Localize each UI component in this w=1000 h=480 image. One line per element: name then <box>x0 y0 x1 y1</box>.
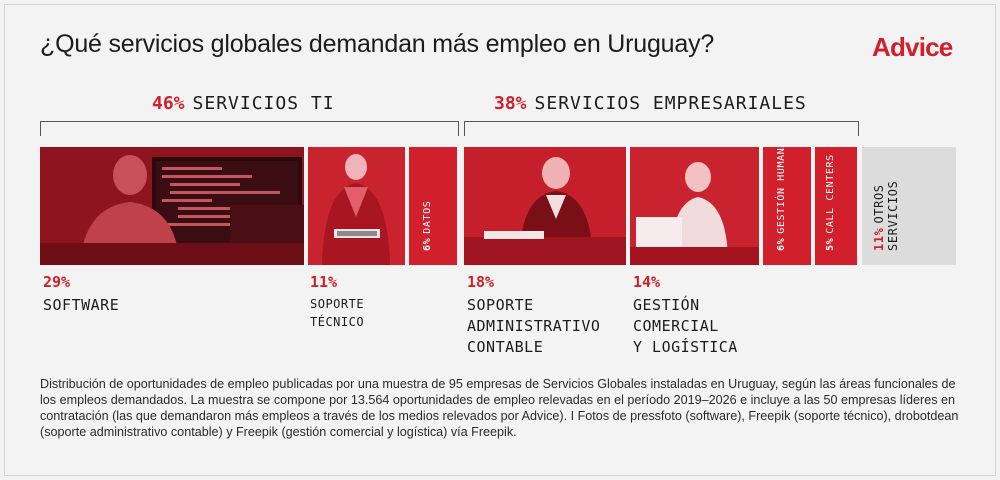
caption-soporte-tecnico: 11% SOPORTE TÉCNICO <box>310 273 364 331</box>
group-pct-empresariales: 38% <box>494 93 527 114</box>
page-title: ¿Qué servicios globales demandan más emp… <box>40 30 715 58</box>
gestion-comercial-pct: 14% <box>633 273 661 291</box>
gestion-humana-pct: 6% <box>776 237 787 251</box>
datos-name: DATOS <box>422 200 433 234</box>
gestion-comercial-name: GESTIÓN COMERCIAL Y LOGÍSTICA <box>633 296 738 356</box>
group-label-ti: 46% SERVICIOS TI <box>152 93 335 115</box>
tile-gestion-comercial <box>630 147 759 265</box>
software-name: SOFTWARE <box>43 296 120 314</box>
tile-soporte-tecnico <box>308 147 405 265</box>
datos-pct: 6% <box>422 237 433 251</box>
soporte-admin-photo-illustration <box>464 147 626 265</box>
soporte-tecnico-photo-illustration <box>308 147 405 265</box>
otros-pct: 11% <box>872 227 886 251</box>
group-label-empresariales: 38% SERVICIOS EMPRESARIALES <box>494 93 807 115</box>
bracket-ti <box>40 121 459 136</box>
tile-datos: 6% DATOS <box>409 147 457 265</box>
tile-gestion-humana: 6% GESTIÓN HUMANA <box>763 147 811 265</box>
tile-soporte-administrativo <box>464 147 626 265</box>
caption-software: 29% SOFTWARE <box>43 273 119 316</box>
footnote: Distribución de oportunidades de empleo … <box>40 377 959 439</box>
caption-soporte-administrativo: 18% SOPORTE ADMINISTRATIVO CONTABLE <box>467 273 600 358</box>
soporte-admin-name: SOPORTE ADMINISTRATIVO CONTABLE <box>467 296 601 356</box>
call-centers-name: CALL CENTERS <box>825 154 836 234</box>
gestion-humana-name: GESTIÓN HUMANA <box>776 147 787 234</box>
tile-otros-servicios: 11%OTROS SERVICIOS <box>862 147 956 265</box>
group-name-empresariales: SERVICIOS EMPRESARIALES <box>534 93 807 114</box>
caption-gestion-comercial: 14% GESTIÓN COMERCIAL Y LOGÍSTICA <box>633 273 738 358</box>
vlabel-otros-servicios: 11%OTROS SERVICIOS <box>872 147 900 251</box>
call-centers-pct: 5% <box>825 237 836 251</box>
vlabel-call-centers: 5% CALL CENTERS <box>825 154 836 251</box>
tile-software <box>40 147 304 265</box>
vlabel-datos: 6% DATOS <box>422 201 433 251</box>
vlabel-gestion-humana: 6% GESTIÓN HUMANA <box>776 147 787 251</box>
advice-logo: Advice <box>872 32 953 62</box>
gestion-comercial-photo-illustration <box>630 147 759 265</box>
software-photo-illustration <box>40 147 304 265</box>
soporte-tecnico-pct: 11% <box>310 273 338 291</box>
soporte-admin-pct: 18% <box>467 273 495 291</box>
group-pct-ti: 46% <box>152 93 185 114</box>
bracket-empresariales <box>464 121 859 136</box>
soporte-tecnico-name: SOPORTE TÉCNICO <box>310 297 365 329</box>
software-pct: 29% <box>43 273 71 291</box>
group-name-ti: SERVICIOS TI <box>192 93 335 114</box>
tile-call-centers: 5% CALL CENTERS <box>815 147 857 265</box>
